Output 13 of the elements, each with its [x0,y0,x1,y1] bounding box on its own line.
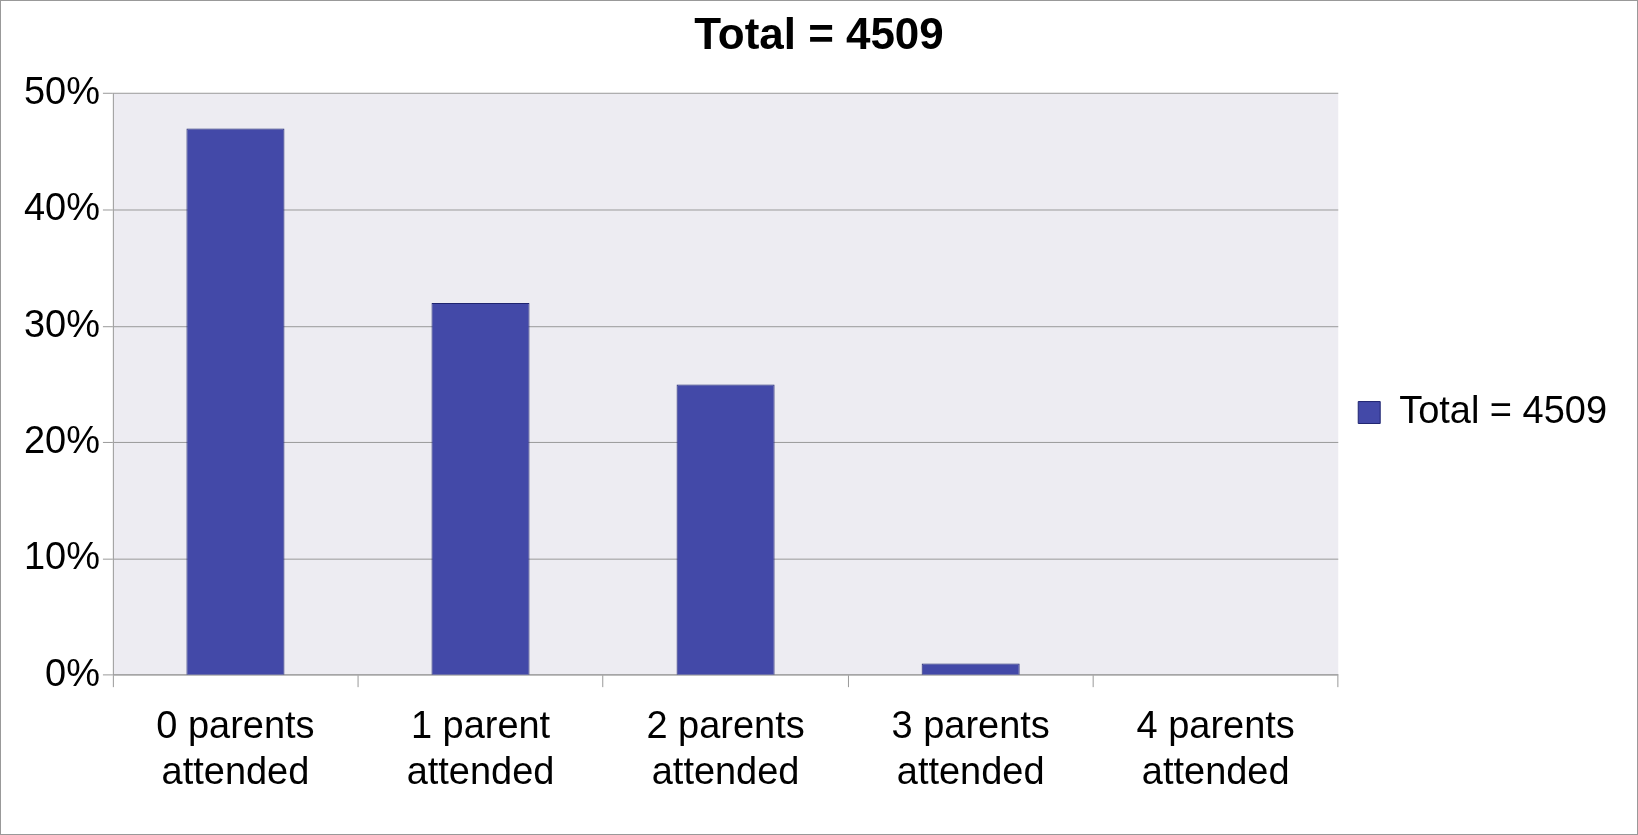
y-tick-label: 10% [23,535,100,578]
x-tick-label: 1 parent attended [406,704,555,792]
y-tick-label: 0% [45,651,100,694]
y-tick-label: 40% [23,186,100,229]
chart-title: Total = 4509 [694,9,944,59]
x-tick-label: 2 parents attended [646,704,805,792]
legend-label: Total = 4509 [1399,388,1607,431]
x-tick-label: 0 parents attended [156,704,315,792]
y-tick-label: 30% [23,302,100,345]
y-tick-label: 20% [23,419,100,461]
x-tick-label: 4 parents attended [1136,704,1295,792]
x-tick-label: 3 parents attended [891,704,1050,792]
y-tick-label: 50% [23,70,100,113]
